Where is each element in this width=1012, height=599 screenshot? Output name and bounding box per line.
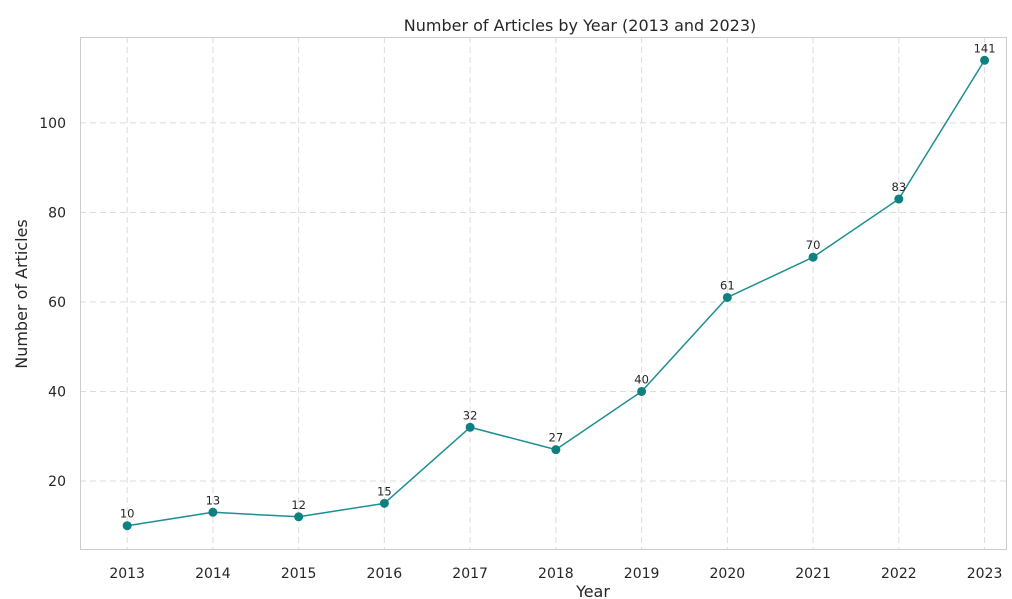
x-tick-label: 2015: [281, 566, 317, 582]
x-tick-label: 2022: [881, 566, 917, 582]
axis-ticks: 2013 2014 2015 2016 2017 2018 2019 2020 2021 2022…: [39, 116, 1002, 582]
data-point: [294, 512, 304, 522]
x-tick-label: 2021: [795, 566, 831, 582]
data-label: 83: [892, 180, 907, 194]
data-point: [465, 422, 475, 432]
data-label: 13: [206, 493, 221, 507]
data-point: [808, 252, 818, 262]
data-label: 12: [291, 498, 306, 512]
data-label: 15: [377, 484, 392, 498]
x-tick-label: 2020: [710, 566, 746, 582]
data-label: 27: [549, 431, 564, 445]
data-point: [722, 292, 732, 302]
data-point: [980, 55, 990, 65]
y-tick-label: 20: [48, 474, 66, 490]
x-tick-label: 2014: [195, 566, 231, 582]
x-tick-label: 2016: [367, 566, 403, 582]
data-point: [894, 194, 904, 204]
y-tick-label: 80: [48, 205, 66, 221]
x-tick-label: 2018: [538, 566, 574, 582]
x-tick-label: 2017: [452, 566, 488, 582]
data-label: 61: [720, 278, 735, 292]
data-label: 32: [463, 408, 478, 422]
data-label: 70: [806, 238, 821, 252]
x-tick-label: 2019: [624, 566, 660, 582]
data-point: [122, 521, 132, 531]
data-label: 141: [974, 41, 996, 55]
data-label: 40: [634, 372, 649, 386]
x-tick-label: 2023: [967, 566, 1003, 582]
data-label: 10: [120, 507, 135, 521]
plot-frame: [80, 37, 1007, 550]
data-point: [379, 498, 389, 508]
data-point: [637, 386, 647, 396]
grid: [80, 37, 1006, 549]
y-axis-label: Number of Articles: [12, 219, 31, 369]
x-tick-label: 2013: [109, 566, 145, 582]
y-tick-label: 40: [48, 384, 66, 400]
y-tick-label: 100: [39, 116, 66, 132]
x-axis-label: Year: [575, 582, 610, 599]
data-labels: 10 13 12 15 32 27 40 61 70 83 141: [120, 41, 996, 520]
chart-title: Number of Articles by Year (2013 and 202…: [404, 16, 756, 35]
data-point: [551, 445, 561, 455]
y-tick-label: 60: [48, 295, 66, 311]
data-point: [208, 507, 218, 517]
series-articles: [122, 55, 990, 531]
